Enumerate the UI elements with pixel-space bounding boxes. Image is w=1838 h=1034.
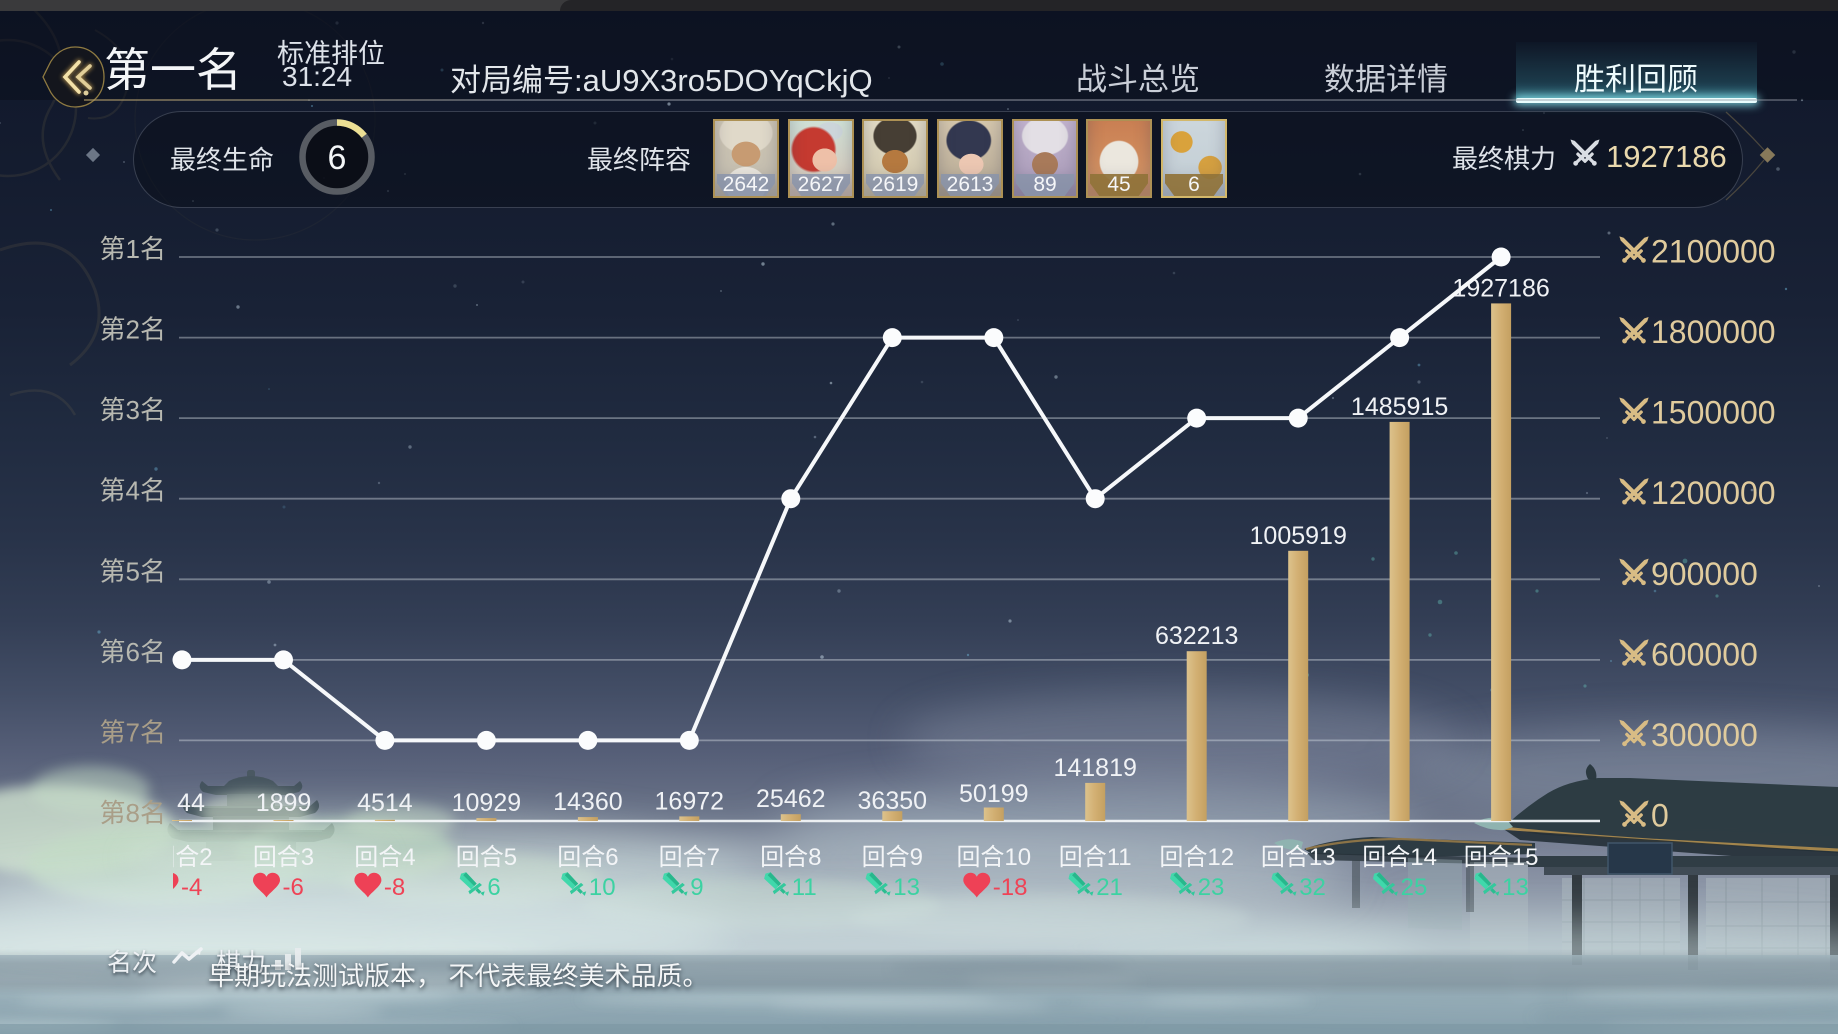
svg-text:44: 44 <box>177 789 205 817</box>
svg-text:回合12: 回合12 <box>1159 844 1234 871</box>
svg-text:14360: 14360 <box>553 788 623 816</box>
svg-text:-8: -8 <box>384 874 405 901</box>
svg-text:第7名: 第7名 <box>100 717 166 747</box>
svg-text:13: 13 <box>893 874 920 901</box>
svg-text:1200000: 1200000 <box>1651 475 1776 511</box>
svg-text:第4名: 第4名 <box>100 476 166 506</box>
svg-text:回合7: 回合7 <box>659 844 720 871</box>
svg-text:回合8: 回合8 <box>760 844 821 871</box>
svg-text:1485915: 1485915 <box>1351 393 1448 421</box>
svg-text:第5名: 第5名 <box>100 556 166 586</box>
svg-text:回合4: 回合4 <box>354 844 415 871</box>
svg-text:900000: 900000 <box>1651 556 1758 592</box>
svg-text:回合10: 回合10 <box>956 844 1031 871</box>
svg-text:2100000: 2100000 <box>1651 234 1776 270</box>
svg-text:25: 25 <box>1401 874 1428 901</box>
svg-text:50199: 50199 <box>959 780 1029 808</box>
svg-text:11: 11 <box>792 874 817 901</box>
svg-text:回合11: 回合11 <box>1059 844 1132 871</box>
svg-text:1927186: 1927186 <box>1452 274 1549 302</box>
svg-text:9: 9 <box>690 874 703 901</box>
svg-text:600000: 600000 <box>1651 636 1758 672</box>
svg-text:300000: 300000 <box>1651 717 1758 753</box>
svg-text:36350: 36350 <box>858 787 928 815</box>
svg-text:16972: 16972 <box>655 787 725 815</box>
svg-text:回合2: 回合2 <box>151 844 212 871</box>
svg-text:-4: -4 <box>181 874 202 901</box>
svg-text:0: 0 <box>1651 798 1669 834</box>
svg-text:13: 13 <box>1502 874 1529 901</box>
svg-text:回合6: 回合6 <box>557 844 618 871</box>
svg-text:23: 23 <box>1198 874 1225 901</box>
svg-text:25462: 25462 <box>756 785 826 813</box>
svg-text:21: 21 <box>1096 874 1123 901</box>
svg-text:6: 6 <box>487 874 500 901</box>
svg-text:-6: -6 <box>283 874 304 901</box>
svg-text:回合14: 回合14 <box>1362 844 1437 871</box>
svg-text:141819: 141819 <box>1053 754 1136 782</box>
svg-text:第3名: 第3名 <box>100 395 166 425</box>
svg-text:32: 32 <box>1299 874 1326 901</box>
svg-text:回合15: 回合15 <box>1464 844 1539 871</box>
svg-text:1899: 1899 <box>256 789 312 817</box>
svg-text:-18: -18 <box>993 874 1028 901</box>
svg-text:回合13: 回合13 <box>1261 844 1336 871</box>
svg-text:第2名: 第2名 <box>100 315 166 345</box>
svg-text:4514: 4514 <box>357 789 413 817</box>
svg-text:10: 10 <box>589 874 616 901</box>
svg-text:回合3: 回合3 <box>253 844 314 871</box>
svg-text:632213: 632213 <box>1155 622 1238 650</box>
svg-text:第6名: 第6名 <box>100 637 166 667</box>
svg-text:第1名: 第1名 <box>100 234 166 264</box>
svg-text:回合5: 回合5 <box>456 844 517 871</box>
svg-text:1800000: 1800000 <box>1651 314 1776 350</box>
svg-text:第8名: 第8名 <box>100 798 166 828</box>
svg-text:6: 6 <box>328 139 347 177</box>
svg-text:回合9: 回合9 <box>862 844 923 871</box>
svg-text:10929: 10929 <box>452 789 522 817</box>
svg-text:1500000: 1500000 <box>1651 395 1776 431</box>
svg-text:1005919: 1005919 <box>1250 522 1347 550</box>
